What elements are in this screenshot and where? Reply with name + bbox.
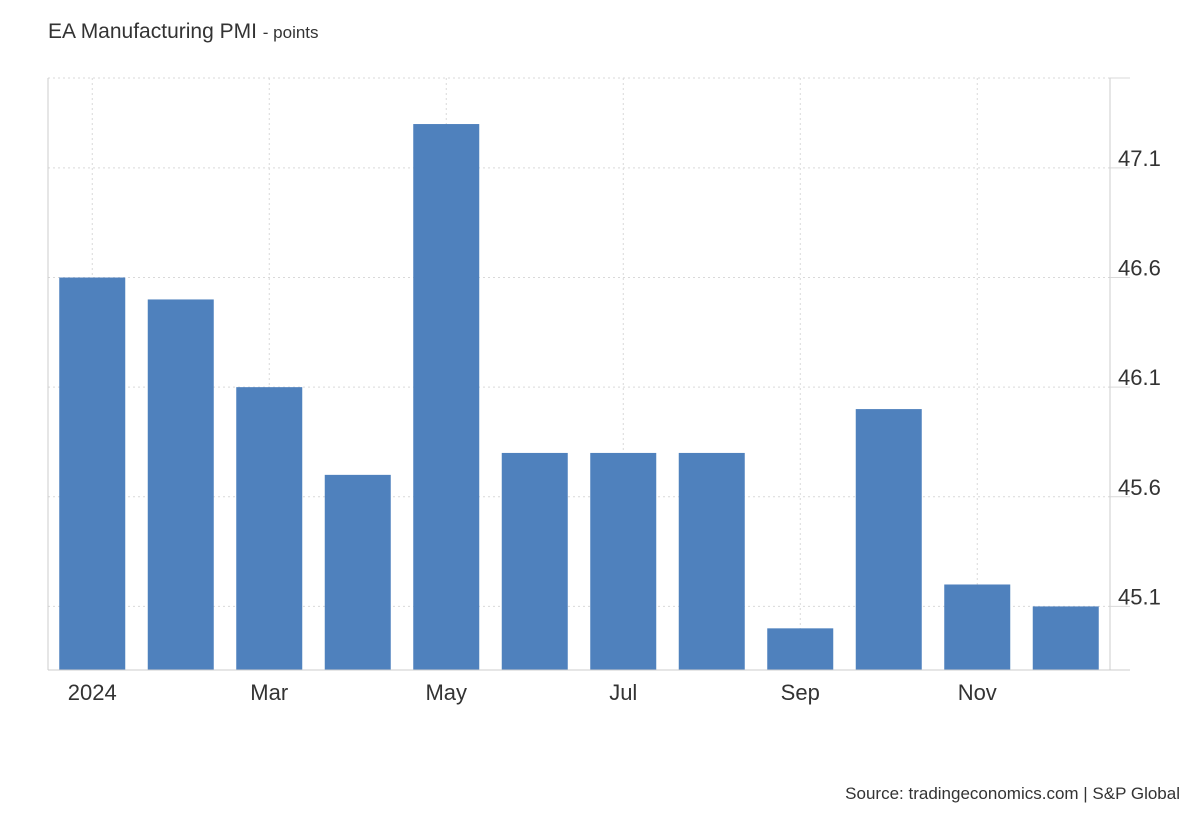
tick-labels: 45.1 45.6 46.1 46.6 47.1 2024 Mar May Jul Sep Nov xyxy=(68,146,1161,705)
x-tick-label: Mar xyxy=(250,680,288,705)
x-tick-label: Jul xyxy=(609,680,637,705)
source-note: Source: tradingeconomics.com | S&P Globa… xyxy=(845,784,1180,803)
y-tick-label: 45.6 xyxy=(1118,475,1161,500)
bar xyxy=(147,299,214,670)
bar xyxy=(1032,606,1099,670)
y-tick-label: 45.1 xyxy=(1118,584,1161,609)
bar xyxy=(501,452,568,670)
bar xyxy=(59,277,126,670)
x-tick-label: 2024 xyxy=(68,680,117,705)
bar xyxy=(678,452,745,670)
bars xyxy=(59,124,1099,671)
x-tick-label: May xyxy=(425,680,467,705)
bar xyxy=(413,124,480,671)
bar xyxy=(855,409,922,670)
bar xyxy=(944,584,1011,670)
y-tick-label: 47.1 xyxy=(1118,146,1161,171)
y-tick-label: 46.6 xyxy=(1118,256,1161,281)
y-tick-label: 46.1 xyxy=(1118,365,1161,390)
axes xyxy=(47,77,1130,671)
bar xyxy=(236,387,303,670)
chart-title: EA Manufacturing PMI - points xyxy=(48,20,319,44)
bar xyxy=(767,628,834,670)
x-tick-label: Nov xyxy=(958,680,997,705)
bar xyxy=(590,452,657,670)
x-tick-label: Sep xyxy=(781,680,820,705)
bar xyxy=(324,474,391,670)
chart-title-text: EA Manufacturing PMI xyxy=(48,20,257,43)
chart-unit: - points xyxy=(262,23,319,42)
